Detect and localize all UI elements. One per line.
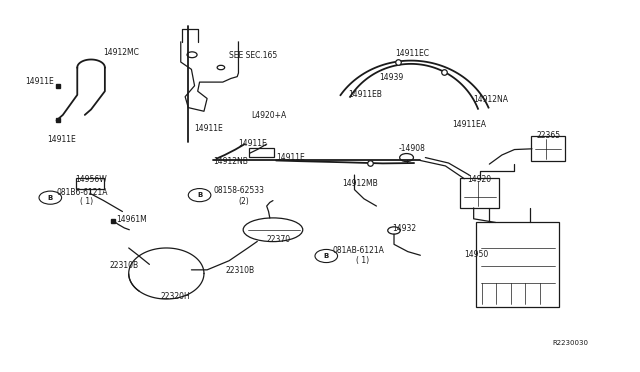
Text: 22310B: 22310B [110,261,139,270]
Text: (2): (2) [239,197,249,206]
Text: R2230030: R2230030 [552,340,588,346]
Text: 22310B: 22310B [226,266,255,275]
Text: 22370: 22370 [267,235,291,244]
Text: 14950: 14950 [464,250,488,259]
Text: 14911E: 14911E [239,139,268,148]
Text: SEE SEC.165: SEE SEC.165 [229,51,277,60]
Text: 22365: 22365 [536,131,561,141]
Text: 08158-62533: 08158-62533 [213,186,264,195]
Text: L4920+A: L4920+A [251,111,286,121]
Text: 14912NB: 14912NB [213,157,248,166]
Text: B: B [197,192,202,198]
FancyBboxPatch shape [249,148,274,157]
Text: 14911E: 14911E [195,124,223,133]
Text: 14911E: 14911E [276,153,305,162]
Text: 081AB-6121A: 081AB-6121A [333,246,385,255]
Text: 14912MC: 14912MC [104,48,140,57]
Text: B: B [47,195,53,201]
Ellipse shape [243,218,303,241]
Text: 081B6-6121A: 081B6-6121A [56,188,108,197]
Text: 14911E: 14911E [47,135,76,144]
Text: -14908: -14908 [398,144,425,153]
FancyBboxPatch shape [531,137,565,161]
Text: 14912NA: 14912NA [474,95,509,104]
FancyBboxPatch shape [76,177,104,189]
Text: 14911EA: 14911EA [452,121,486,129]
Text: B: B [324,253,329,259]
Text: 14956W: 14956W [76,175,107,184]
Text: 14932: 14932 [392,224,416,233]
Text: ( 1): ( 1) [356,256,369,265]
FancyBboxPatch shape [476,222,559,307]
Text: 14912MB: 14912MB [342,179,378,188]
FancyBboxPatch shape [461,178,499,208]
Text: 14961M: 14961M [116,215,147,224]
Text: 14939: 14939 [380,73,404,82]
Text: 14911E: 14911E [25,77,54,86]
Text: 14920: 14920 [467,175,492,184]
Text: 14911EC: 14911EC [396,49,429,58]
Text: ( 1): ( 1) [81,197,93,206]
Text: 14911EB: 14911EB [348,90,382,99]
Text: 22320H: 22320H [160,292,190,301]
